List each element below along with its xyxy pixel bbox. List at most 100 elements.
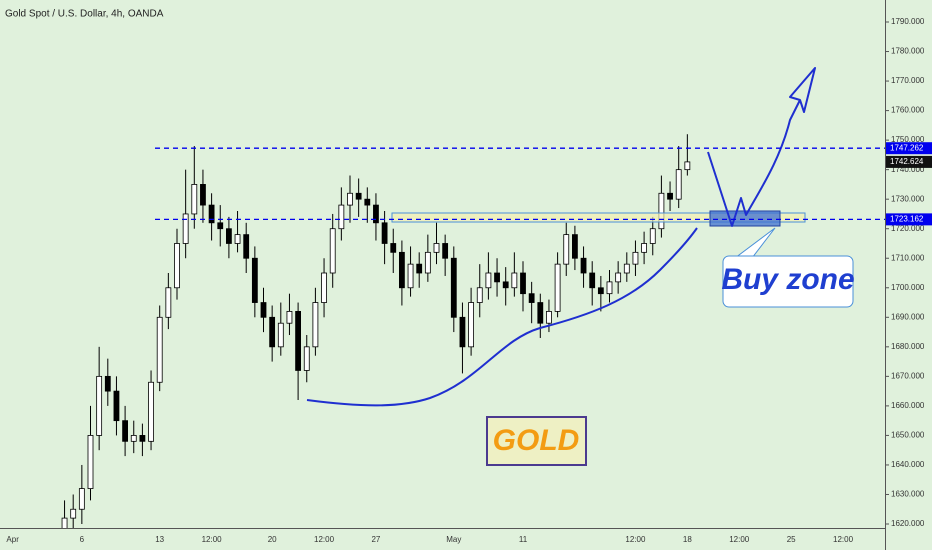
candle-body xyxy=(589,272,596,289)
candle-body xyxy=(641,243,647,253)
candle-body xyxy=(373,204,379,224)
y-tick-label: 1670.000 xyxy=(891,371,925,380)
y-tick-label: 1630.000 xyxy=(891,490,925,499)
y-tick-label: 1710.000 xyxy=(891,253,925,262)
y-tick-label: 1720.000 xyxy=(891,224,925,233)
x-tick-label: 18 xyxy=(683,535,692,544)
candle-body xyxy=(251,257,258,303)
x-tick-label: 12:00 xyxy=(625,535,646,544)
candle-body xyxy=(381,222,388,244)
candle-body xyxy=(424,251,431,274)
candle-body xyxy=(606,281,613,295)
candle-body xyxy=(312,302,319,348)
candle-body xyxy=(563,234,570,265)
candle-body xyxy=(208,204,215,224)
plot-area xyxy=(61,134,691,528)
candle-body xyxy=(113,390,120,422)
y-tick-label: 1760.000 xyxy=(891,106,925,115)
x-tick-label: Apr xyxy=(6,535,19,544)
candle-body xyxy=(623,263,630,274)
x-tick-label: 12:00 xyxy=(833,535,854,544)
level-tag xyxy=(886,142,932,155)
candle-body xyxy=(416,263,423,274)
candle-body xyxy=(398,251,405,289)
candle-body xyxy=(61,517,68,528)
candle-body xyxy=(174,243,180,289)
candle-body xyxy=(260,302,267,318)
y-tick-label: 1730.000 xyxy=(891,194,925,203)
gold-label: GOLD xyxy=(493,424,580,457)
candle-body xyxy=(684,161,691,171)
candle-body xyxy=(494,272,500,283)
y-tick-label: 1770.000 xyxy=(891,76,925,85)
y-tick-label: 1660.000 xyxy=(891,401,925,410)
last-price-label: 1742.624 xyxy=(890,157,924,166)
projection-arrow xyxy=(707,67,816,227)
candle-body xyxy=(528,293,535,303)
candle-body xyxy=(70,508,77,519)
buy-zone-label: Buy zone xyxy=(721,263,854,296)
support-curve xyxy=(306,227,698,407)
candle-body xyxy=(433,243,440,253)
candle-body xyxy=(191,184,198,215)
candle-body xyxy=(295,310,302,371)
candle-body xyxy=(347,192,353,206)
chart-title: Gold Spot / U.S. Dollar, 4h, OANDA xyxy=(5,9,164,20)
candle-body xyxy=(554,263,561,312)
candle-body xyxy=(580,257,587,274)
y-tick-label: 1680.000 xyxy=(891,342,925,351)
candle-body xyxy=(87,435,94,489)
candle-body xyxy=(468,302,475,348)
candle-body xyxy=(658,192,665,230)
candle-body xyxy=(217,222,224,230)
candle-body xyxy=(502,281,509,289)
candle-body xyxy=(78,488,85,510)
candle-body xyxy=(122,420,128,442)
candle-body xyxy=(459,316,466,348)
x-tick-label: 12:00 xyxy=(314,535,335,544)
candle-body xyxy=(148,381,154,442)
candle-body xyxy=(329,228,336,274)
y-tick-label: 1650.000 xyxy=(891,431,925,440)
candle-body xyxy=(243,234,250,259)
candle-body xyxy=(104,375,111,392)
x-tick-label: May xyxy=(446,535,461,544)
candle-body xyxy=(355,192,362,200)
candle-body xyxy=(165,287,172,318)
gold-box xyxy=(486,416,587,466)
candle-body xyxy=(407,263,414,289)
candle-body xyxy=(520,272,526,295)
y-tick-label: 1700.000 xyxy=(891,283,925,292)
level-label: 1723.162 xyxy=(890,214,924,223)
candle-body xyxy=(649,228,656,244)
candle-body xyxy=(675,169,682,200)
callout-box xyxy=(722,255,854,308)
y-tick-label: 1740.000 xyxy=(891,165,925,174)
candle-body xyxy=(572,234,578,259)
candle-body xyxy=(476,287,483,303)
candle-body xyxy=(269,316,276,348)
candle-body xyxy=(321,272,327,303)
candle-body xyxy=(546,310,552,324)
candle-body xyxy=(96,375,103,436)
y-tick-label: 1690.000 xyxy=(891,312,925,321)
candle-body xyxy=(597,287,604,295)
candle-body xyxy=(286,310,293,324)
x-tick-label: 6 xyxy=(80,535,85,544)
x-tick-label: 12:00 xyxy=(729,535,750,544)
candle-body xyxy=(156,316,163,383)
x-tick-label: 25 xyxy=(787,535,796,544)
candle-body xyxy=(182,213,189,244)
x-tick-label: 20 xyxy=(268,535,277,544)
y-tick-label: 1640.000 xyxy=(891,460,925,469)
candle-body xyxy=(442,243,449,259)
candle-body xyxy=(130,435,137,442)
candle-body xyxy=(667,192,673,200)
zone-band xyxy=(391,212,806,223)
candle-body xyxy=(225,228,232,244)
candle-body xyxy=(485,272,492,289)
candle-body xyxy=(511,272,518,289)
y-tick-label: 1620.000 xyxy=(891,519,925,528)
candle-body xyxy=(139,435,146,442)
